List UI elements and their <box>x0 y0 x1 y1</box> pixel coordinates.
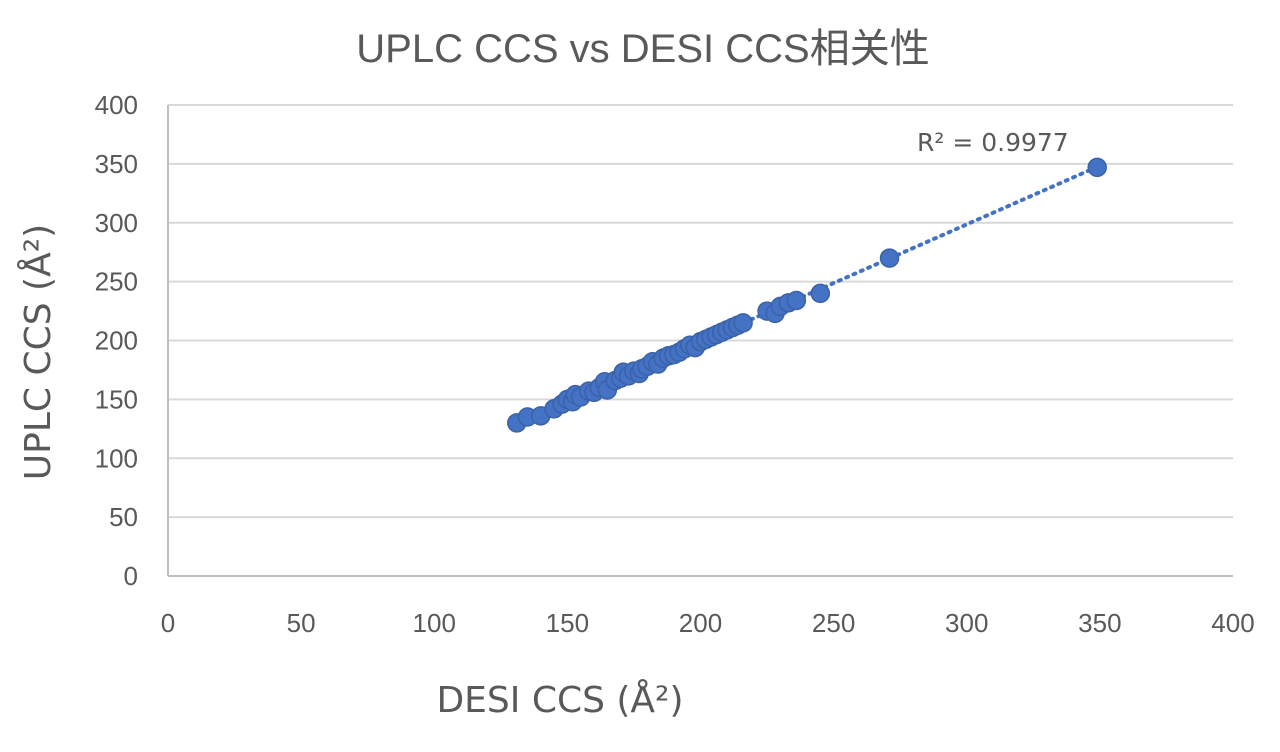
x-tick-label: 400 <box>1211 608 1254 638</box>
x-axis-ticks: 0 50 100 150 200 250 300 350 400 <box>161 608 1255 638</box>
y-tick-label: 300 <box>95 208 138 238</box>
x-tick-label: 50 <box>287 608 316 638</box>
data-point <box>810 283 831 304</box>
x-tick-label: 150 <box>546 608 589 638</box>
y-tick-label: 150 <box>95 384 138 414</box>
y-tick-label: 100 <box>95 443 138 473</box>
data-point <box>1087 157 1107 178</box>
y-tick-label: 400 <box>95 90 138 120</box>
y-axis-label: UPLC CCS (Å²) <box>16 224 59 480</box>
r-squared-annotation: R² = 0.9977 <box>917 128 1069 157</box>
y-axis-ticks: 0 50 100 150 200 250 300 350 400 <box>95 90 138 591</box>
x-tick-label: 0 <box>161 608 175 638</box>
y-tick-label: 250 <box>95 267 138 297</box>
x-tick-label: 200 <box>679 608 722 638</box>
x-tick-label: 350 <box>1078 608 1121 638</box>
data-point <box>733 313 753 333</box>
gridlines <box>167 104 1233 577</box>
x-tick-label: 300 <box>945 608 988 638</box>
y-tick-label: 50 <box>109 502 138 532</box>
x-tick-label: 100 <box>413 608 456 638</box>
x-tick-label: 250 <box>812 608 855 638</box>
y-tick-label: 350 <box>95 149 138 179</box>
data-point <box>786 290 807 311</box>
data-points <box>507 157 1107 433</box>
x-axis-label: DESI CCS (Å²) <box>436 678 683 721</box>
data-point <box>879 248 900 268</box>
y-tick-label: 200 <box>95 326 138 356</box>
y-tick-label: 0 <box>124 561 138 591</box>
chart-title: UPLC CCS vs DESI CCS相关性 <box>356 27 929 71</box>
